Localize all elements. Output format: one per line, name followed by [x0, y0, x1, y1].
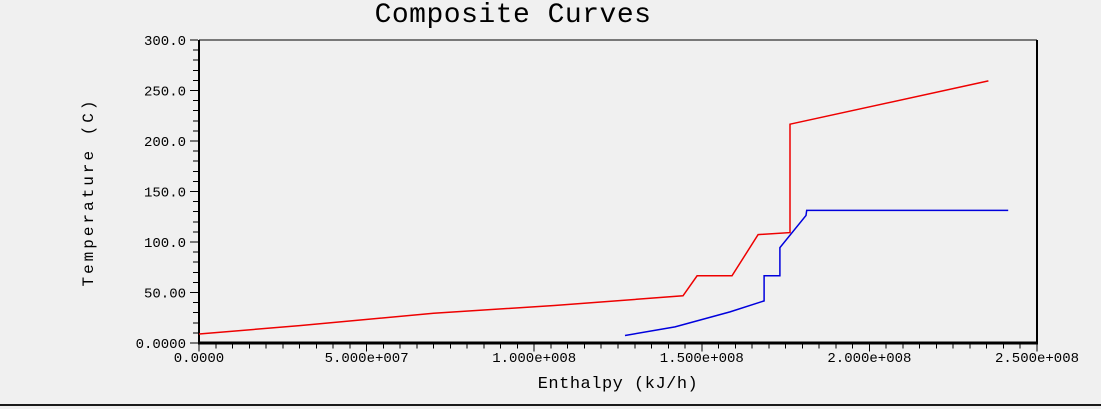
chart-title: Composite Curves — [374, 0, 652, 31]
cold-composite-curve — [624, 209, 1009, 337]
x-tick-label: 1.500e+008 — [660, 351, 744, 367]
y-tick-label: 150.0 — [144, 186, 186, 202]
y-tick-label: 200.0 — [144, 135, 186, 151]
y-tick-label: 250.0 — [144, 85, 186, 101]
x-tick-label: 0.0000 — [174, 351, 224, 367]
hot-composite-curve — [198, 80, 989, 335]
y-tick-label: 100.0 — [144, 236, 186, 252]
y-axis-ticks: 0.0000 50.00 100.0 150.0 200.0 250.0 300.0 — [136, 34, 198, 353]
y-tick-label: 50.00 — [144, 287, 186, 303]
x-tick-label: 2.000e+008 — [827, 351, 911, 367]
x-tick-label: 5.000e+007 — [325, 351, 409, 367]
x-axis-ticks: 0.0000 5.000e+007 1.000e+008 1.500e+008 2.00… — [174, 344, 1079, 367]
y-tick-label: 0.0000 — [136, 337, 186, 353]
x-tick-label: 2.500e+008 — [995, 351, 1079, 367]
x-tick-label: 1.000e+008 — [492, 351, 576, 367]
x-axis-label: Enthalpy (kJ/h) — [537, 375, 699, 394]
window-bottom-border — [0, 404, 1101, 406]
y-tick-label: 300.0 — [144, 34, 186, 50]
